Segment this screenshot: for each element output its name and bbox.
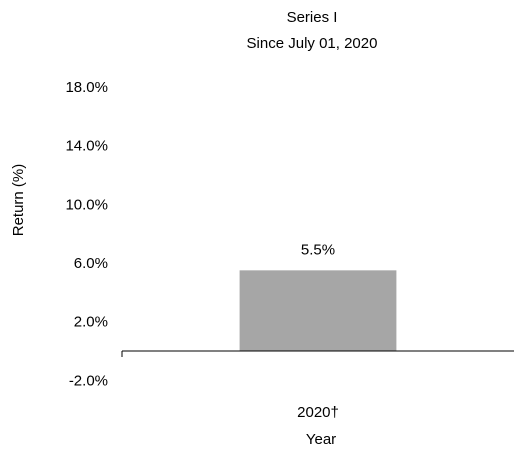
y-tick-label: 14.0% <box>65 138 108 155</box>
x-axis-label: Year <box>306 431 336 448</box>
data-labels: 5.5% <box>301 241 335 258</box>
data-label: 5.5% <box>301 241 335 258</box>
y-axis-label: Return (%) <box>10 164 27 237</box>
y-tick-label: 18.0% <box>65 79 108 96</box>
y-tick-label: 10.0% <box>65 196 108 213</box>
axes <box>121 350 514 357</box>
x-tick-label: 2020† <box>297 404 339 421</box>
chart-title: Series I <box>287 9 338 26</box>
bars <box>239 270 397 351</box>
y-tick-label: -2.0% <box>69 372 108 389</box>
x-tick-labels: 2020† <box>297 404 339 421</box>
y-tick-label: 2.0% <box>74 314 108 331</box>
bar <box>239 270 397 351</box>
y-tick-labels: -2.0% 2.0% 6.0% 10.0% 14.0% 18.0% <box>65 79 108 389</box>
y-tick-label: 6.0% <box>74 255 108 272</box>
chart-subtitle: Since July 01, 2020 <box>247 35 378 52</box>
